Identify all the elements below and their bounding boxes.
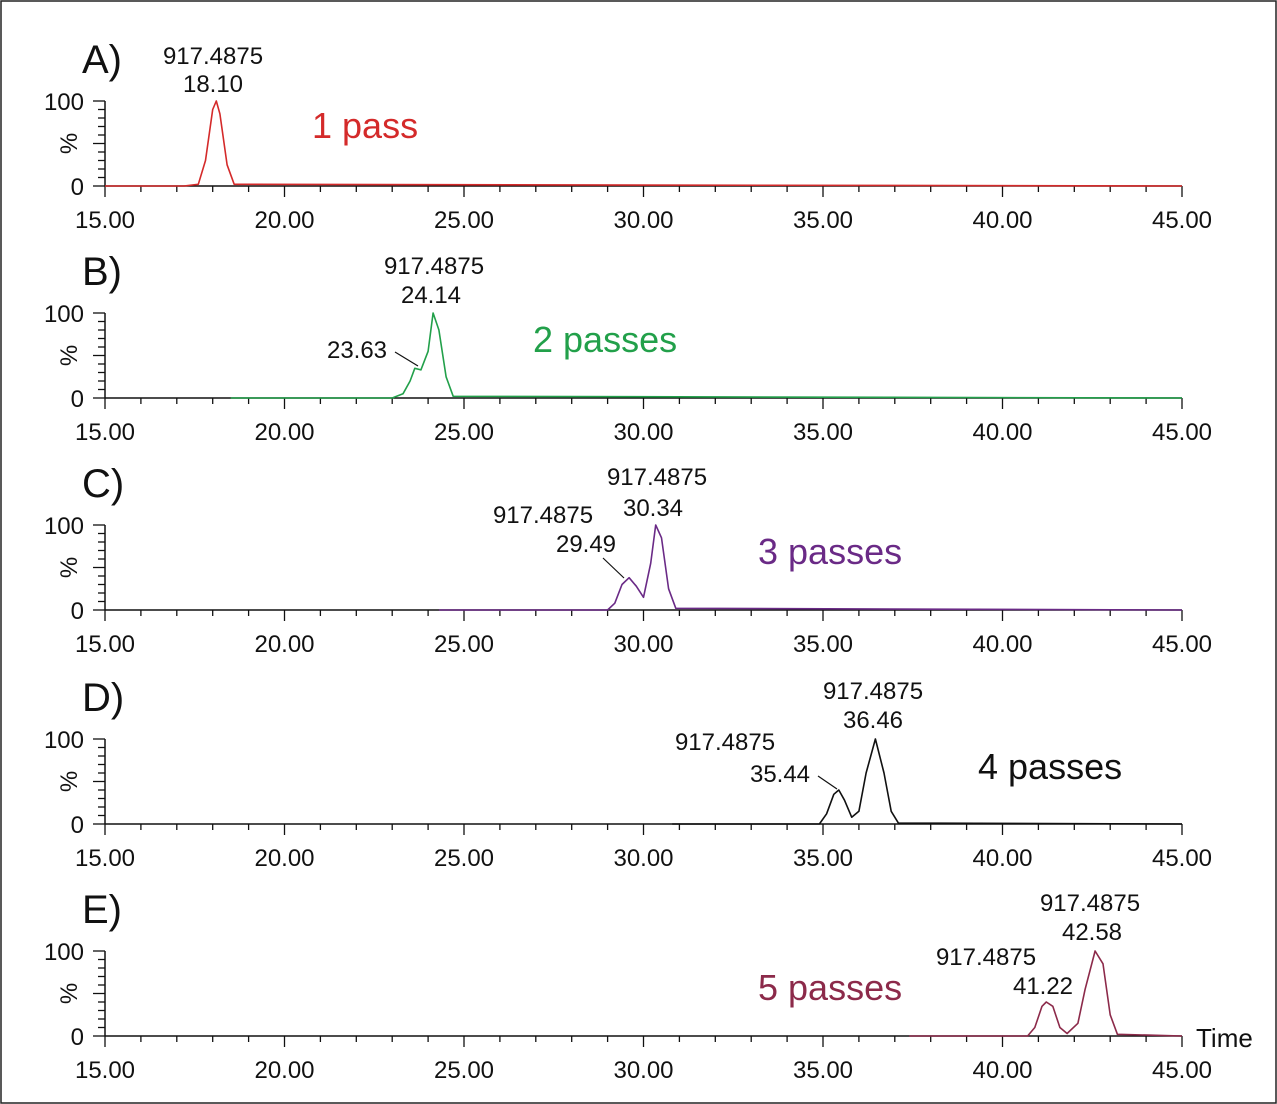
- chromatogram-trace: [672, 738, 1183, 825]
- pass-count-label: 2 passes: [533, 319, 677, 360]
- x-tick-label: 20.00: [254, 631, 314, 658]
- x-tick-label: 40.00: [972, 1057, 1032, 1084]
- y-axis-label: %: [56, 771, 83, 792]
- panel-b: B) 0 100% 15.00 20.00 25.00 30.00 35.00 40.00 45.…: [44, 250, 1212, 446]
- pass-count-label: 1 pass: [312, 105, 418, 146]
- x-tick-label: 30.00: [613, 419, 673, 446]
- peak-time-label: 29.49: [556, 531, 616, 558]
- x-tick-label: 35.00: [793, 419, 853, 446]
- y-tick-label: 0: [71, 1024, 84, 1051]
- x-tick-label: 35.00: [793, 1057, 853, 1084]
- pass-count-label: 3 passes: [758, 531, 902, 572]
- peak-time-label: 35.44: [750, 761, 810, 788]
- y-axis-label: %: [56, 133, 83, 154]
- x-tick-label: 25.00: [434, 1057, 494, 1084]
- y-axis-label: %: [56, 345, 83, 366]
- peak-mz-label: 917.4875: [384, 253, 484, 280]
- panel-a: A) 0 100% 15.00 20.00 25.00 30.00 35.00 40.00 45.…: [44, 38, 1212, 234]
- panel-d: D) 0 100% 15.00 20.00 25.00 30.00 35.00 40.00 45.…: [44, 676, 1212, 872]
- peak-time-label: 42.58: [1062, 919, 1122, 946]
- peak-mz-label: 917.4875: [607, 464, 707, 491]
- x-axis-title: Time: [1196, 1023, 1253, 1053]
- peak-mz-label: 917.4875: [936, 944, 1036, 971]
- y-axis-label: %: [56, 983, 83, 1004]
- x-tick-label: 20.00: [254, 845, 314, 872]
- x-tick-label: 35.00: [793, 845, 853, 872]
- panel-label: B): [82, 250, 122, 294]
- x-tick-label: 40.00: [972, 631, 1032, 658]
- peak-mz-label: 917.4875: [163, 43, 263, 70]
- x-tick-label: 30.00: [613, 207, 673, 234]
- panel-c: C) 0 100% 15.00 20.00 25.00 30.00 35.00 40.00 45.…: [44, 462, 1212, 658]
- chromatogram-trace: [438, 524, 1183, 611]
- x-tick-label: 25.00: [434, 207, 494, 234]
- x-tick-label: 40.00: [972, 419, 1032, 446]
- y-tick-label: 100: [44, 513, 84, 540]
- peak-time-label: 36.46: [843, 707, 903, 734]
- peak-mz-label: 917.4875: [493, 502, 593, 529]
- peak-time-label: 41.22: [1013, 973, 1073, 1000]
- chromatogram-panels: A) 0 100% 15.00 20.00 25.00 30.00 35.00 40.00 45.…: [44, 38, 1212, 1084]
- y-tick-label: 0: [71, 174, 84, 201]
- x-tick-label: 25.00: [434, 631, 494, 658]
- peak-mz-label: 917.4875: [1040, 890, 1140, 917]
- x-tick-label: 40.00: [972, 845, 1032, 872]
- peak-leader-line: [602, 557, 625, 579]
- x-tick-label: 30.00: [613, 845, 673, 872]
- x-tick-label: 35.00: [793, 207, 853, 234]
- x-tick-label: 45.00: [1152, 207, 1212, 234]
- panel-label: C): [82, 462, 124, 506]
- y-tick-label: 100: [44, 301, 84, 328]
- pass-count-label: 4 passes: [978, 746, 1122, 787]
- x-tick-label: 35.00: [793, 631, 853, 658]
- x-tick-label: 15.00: [75, 207, 135, 234]
- x-tick-label: 15.00: [75, 631, 135, 658]
- peak-mz-label: 917.4875: [675, 729, 775, 756]
- x-tick-label: 15.00: [75, 419, 135, 446]
- peak-leader-line: [817, 775, 838, 790]
- x-tick-label: 30.00: [613, 631, 673, 658]
- panel-label: E): [82, 888, 122, 932]
- chromatogram-trace: [909, 950, 1183, 1037]
- y-tick-label: 100: [44, 939, 84, 966]
- panel-label: D): [82, 676, 124, 720]
- y-tick-label: 100: [44, 89, 84, 116]
- panel-e: E) 0 100% 15.00 20.00 25.00 30.00 35.00 40.00 45.…: [44, 888, 1212, 1084]
- pass-count-label: 5 passes: [758, 967, 902, 1008]
- chromatogram-trace: [230, 312, 1183, 399]
- y-tick-label: 0: [71, 812, 84, 839]
- x-tick-label: 15.00: [75, 1057, 135, 1084]
- x-tick-label: 40.00: [972, 207, 1032, 234]
- chromatogram-trace: [105, 100, 1183, 187]
- x-tick-label: 25.00: [434, 845, 494, 872]
- x-tick-label: 20.00: [254, 419, 314, 446]
- x-tick-label: 30.00: [613, 1057, 673, 1084]
- peak-time-label: 24.14: [401, 282, 461, 309]
- panel-label: A): [82, 38, 122, 82]
- x-tick-label: 45.00: [1152, 845, 1212, 872]
- y-tick-label: 0: [71, 386, 84, 413]
- x-tick-label: 45.00: [1152, 631, 1212, 658]
- peak-time-label: 18.10: [183, 71, 243, 98]
- y-axis-label: %: [56, 557, 83, 578]
- peak-leader-line: [394, 351, 419, 367]
- peak-mz-label: 917.4875: [823, 678, 923, 705]
- peak-time-label: 30.34: [623, 495, 683, 522]
- y-tick-label: 100: [44, 727, 84, 754]
- x-tick-label: 15.00: [75, 845, 135, 872]
- x-tick-label: 45.00: [1152, 419, 1212, 446]
- x-tick-label: 25.00: [434, 419, 494, 446]
- y-tick-label: 0: [71, 598, 84, 625]
- x-tick-label: 20.00: [254, 1057, 314, 1084]
- x-tick-label: 45.00: [1152, 1057, 1212, 1084]
- peak-time-label: 23.63: [327, 337, 387, 364]
- x-tick-label: 20.00: [254, 207, 314, 234]
